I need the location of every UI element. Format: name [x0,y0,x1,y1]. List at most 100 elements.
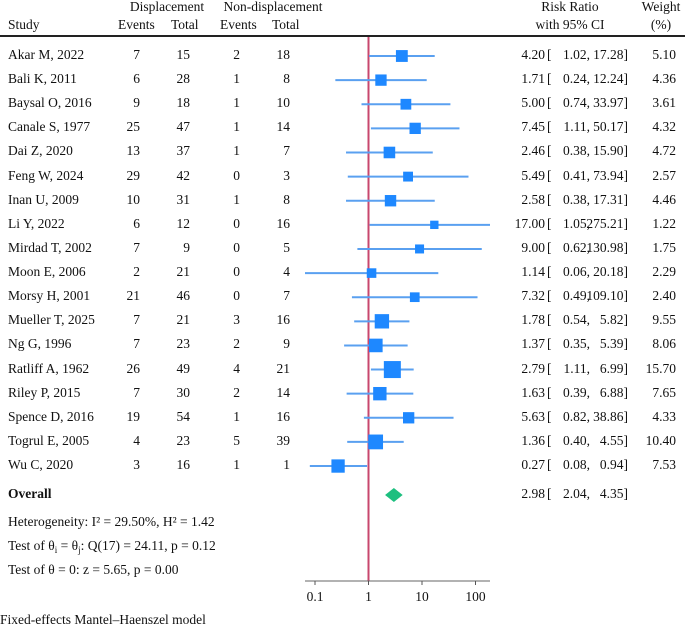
effect-marker [375,74,387,86]
ci-open-bracket: [ [547,457,552,473]
header-events-2: Events [220,17,257,32]
non-displacement-total: 16 [276,312,291,328]
ci-open-bracket: [ [547,264,552,280]
displacement-total: 9 [183,239,190,255]
non-displacement-events: 1 [233,95,240,111]
weight: 15.70 [645,360,676,376]
risk-ratio: 7.32 [521,288,545,304]
ci-lower: 1.05, [563,215,590,231]
weight: 9.55 [652,312,676,328]
non-displacement-events: 0 [233,215,240,231]
ci-upper: 130.98] [586,239,628,255]
non-displacement-total: 7 [283,288,290,304]
non-displacement-events: 1 [233,191,240,207]
ci-lower: 0.82, [563,408,590,424]
non-displacement-events: 0 [233,264,240,280]
displacement-total: 49 [176,360,191,376]
ci-open-bracket: [ [547,47,552,62]
study-name: Wu C, 2020 [8,457,74,473]
effect-marker [374,314,390,329]
non-displacement-events: 1 [233,143,240,159]
displacement-total: 47 [176,119,191,135]
ci-open-bracket: [ [547,71,552,87]
overall-diamond [385,488,403,502]
weight: 1.75 [652,239,676,255]
ci-lower: 0.74, [563,95,590,111]
displacement-total: 18 [176,95,191,111]
ci-lower: 0.41, [563,167,590,183]
ci-lower: 0.24, [563,71,590,87]
weight: 5.10 [652,47,676,62]
study-name: Riley P, 2015 [8,384,81,400]
ci-lower: 1.11, [563,360,591,376]
risk-ratio: 1.78 [521,312,545,328]
effect-marker [430,220,439,230]
effect-marker [415,244,425,254]
risk-ratio: 5.00 [521,95,545,111]
effect-marker [395,50,408,62]
ci-upper: 15.90] [593,143,628,159]
header-risk-ratio: Risk Ratio [541,0,599,14]
ci-open-bracket: [ [547,312,552,328]
overall-effect-test: Test of θ = 0: z = 5.65, p = 0.00 [8,562,179,577]
ci-lower: 0.49, [563,288,590,304]
displacement-events: 7 [133,336,140,352]
ci-upper: 109.10] [586,288,628,304]
header-total-2: Total [272,17,300,32]
displacement-total: 23 [176,336,191,352]
risk-ratio: 1.71 [521,71,545,87]
risk-ratio: 2.79 [521,360,545,376]
ci-upper: 4.55] [599,432,628,448]
non-displacement-total: 21 [276,360,291,376]
study-name: Spence D, 2016 [8,408,94,424]
ci-upper: 33.97] [593,95,628,111]
risk-ratio: 17.00 [514,215,545,231]
overall-ci-lower: 2.04, [563,486,590,501]
heterogeneity-stat: Heterogeneity: I² = 29.50%, H² = 1.42 [8,514,215,529]
ci-upper: 6.88] [599,384,628,400]
effect-marker [373,386,387,401]
study-name: Moon E, 2006 [8,264,86,280]
displacement-total: 21 [176,264,191,280]
weight: 4.32 [652,119,676,135]
ci-open-bracket: [ [547,119,552,135]
displacement-events: 21 [126,288,141,304]
displacement-events: 13 [126,143,141,159]
weight: 2.29 [652,264,676,280]
non-displacement-events: 0 [233,288,240,304]
ci-upper: 20.18] [593,264,628,280]
displacement-total: 42 [176,167,191,183]
displacement-events: 7 [133,239,140,255]
non-displacement-total: 4 [283,264,290,280]
effect-marker [409,122,421,135]
risk-ratio: 5.49 [521,167,545,183]
risk-ratio: 7.45 [521,119,545,135]
effect-marker [369,338,383,353]
homogeneity-test-prefix: Test of θ [8,538,55,553]
displacement-events: 7 [133,47,140,62]
study-name: Canale S, 1977 [8,119,91,135]
ci-upper: 6.99] [599,360,628,376]
non-displacement-events: 1 [233,408,240,424]
ci-upper: 0.94] [599,457,628,473]
displacement-total: 30 [176,384,191,400]
weight: 4.72 [652,143,676,159]
study-name: Mirdad T, 2002 [8,239,92,255]
displacement-total: 54 [176,408,191,424]
study-name: Baysal O, 2016 [8,95,92,111]
ci-open-bracket: [ [547,167,552,183]
header-ci: with 95% CI [535,17,605,32]
displacement-events: 7 [133,384,140,400]
ci-upper: 12.24] [593,71,628,87]
displacement-events: 19 [126,408,141,424]
non-displacement-total: 18 [276,47,291,62]
non-displacement-total: 7 [283,143,290,159]
ci-open-bracket: [ [547,384,552,400]
non-displacement-events: 1 [233,457,240,473]
displacement-events: 10 [126,191,141,207]
ci-upper: 38.86] [593,408,628,424]
ci-upper: 275.21] [586,215,628,231]
ci-open-bracket: [ [547,215,552,231]
study-name: Mueller T, 2025 [8,312,95,328]
ci-upper: 17.28] [593,47,628,62]
